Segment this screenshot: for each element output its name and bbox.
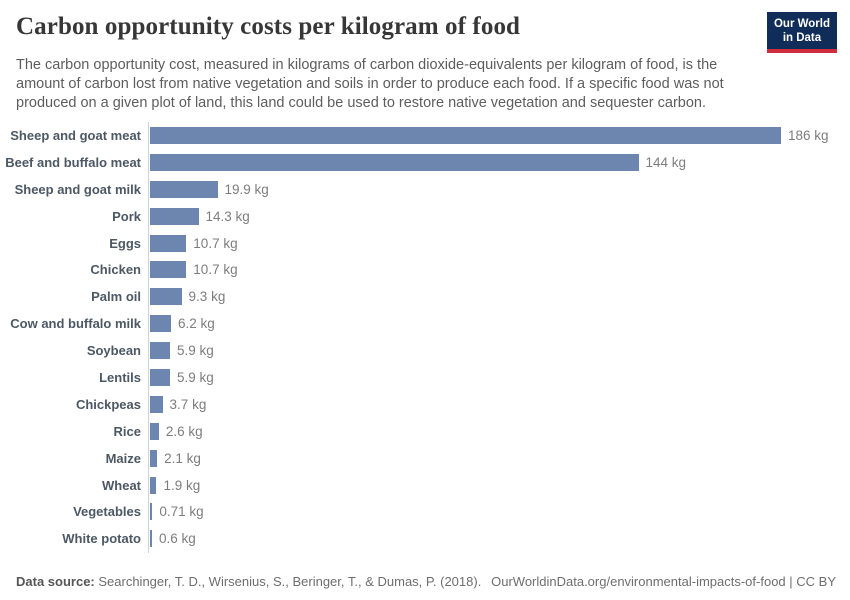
bar — [150, 315, 172, 333]
category-label: Palm oil — [91, 289, 141, 305]
bar-track: 9.3 kg — [150, 288, 850, 306]
value-label: 0.71 kg — [159, 504, 204, 520]
value-label: 19.9 kg — [224, 181, 269, 197]
bar-row: White potato 0.6 kg — [0, 525, 850, 552]
bar-track: 144 kg — [150, 153, 850, 171]
bar-track: 3.7 kg — [150, 395, 850, 413]
bar-row: Soybean 5.9 kg — [0, 337, 850, 364]
bar-row: Cow and buffalo milk 6.2 kg — [0, 310, 850, 337]
bar-track: 5.9 kg — [150, 368, 850, 386]
category-label: Pork — [112, 208, 141, 224]
value-label: 5.9 kg — [177, 369, 214, 385]
bar — [150, 395, 163, 413]
attribution-link[interactable]: OurWorldinData.org/environmental-impacts… — [491, 574, 836, 589]
category-label: Chickpeas — [75, 396, 141, 412]
value-label: 9.3 kg — [188, 289, 226, 305]
chart-footer: Data source: Searchinger, T. D., Wirseni… — [16, 574, 836, 589]
owid-logo[interactable]: Our World in Data — [766, 12, 837, 54]
value-label: 6.2 kg — [178, 316, 215, 332]
bar — [150, 342, 171, 360]
bar-track: 186 kg — [150, 126, 850, 144]
category-label: Vegetables — [73, 504, 141, 520]
value-label: 0.6 kg — [159, 531, 196, 547]
bar — [150, 153, 639, 171]
bar — [150, 530, 153, 548]
category-label: Lentils — [99, 369, 141, 385]
bar — [150, 422, 159, 440]
bar-track: 10.7 kg — [150, 234, 850, 252]
chart-subtitle: The carbon opportunity cost, measured in… — [16, 57, 724, 111]
bar — [150, 449, 158, 467]
data-source-text: Searchinger, T. D., Wirsenius, S., Berin… — [94, 574, 482, 589]
bar-row: Maize 2.1 kg — [0, 445, 850, 472]
data-source-label: Data source: — [16, 574, 95, 589]
bar — [150, 476, 157, 494]
bar-track: 0.71 kg — [150, 503, 850, 521]
data-source: Data source: Searchinger, T. D., Wirseni… — [16, 574, 481, 589]
category-label: Soybean — [86, 343, 141, 359]
y-axis-line — [148, 122, 149, 553]
category-label: Eggs — [109, 235, 141, 251]
bar-track: 14.3 kg — [150, 207, 850, 225]
category-label: Chicken — [90, 262, 141, 278]
bar — [150, 207, 199, 225]
bar-row: Chickpeas 3.7 kg — [0, 391, 850, 418]
category-label: Rice — [113, 423, 141, 439]
bar-row: Beef and buffalo meat 144 kg — [0, 149, 850, 176]
owid-logo-line2: in Data — [782, 31, 822, 44]
bar-track: 0.6 kg — [150, 530, 850, 548]
bar — [150, 288, 182, 306]
bar-row: Palm oil 9.3 kg — [0, 283, 850, 310]
bar-track: 19.9 kg — [150, 180, 850, 198]
owid-logo-line1: Our World — [773, 18, 830, 30]
bar — [150, 261, 187, 279]
bar-track: 6.2 kg — [150, 315, 850, 333]
bar-row: Vegetables 0.71 kg — [0, 498, 850, 525]
category-label: Sheep and goat meat — [10, 127, 141, 143]
value-label: 5.9 kg — [177, 343, 214, 359]
bar — [150, 368, 171, 386]
value-label: 2.6 kg — [165, 423, 203, 439]
chart-title: Carbon opportunity costs per kilogram of… — [16, 13, 521, 40]
category-label: Sheep and goat milk — [14, 181, 141, 197]
bar-track: 2.1 kg — [150, 449, 850, 467]
bar-track: 10.7 kg — [150, 261, 850, 279]
value-label: 1.9 kg — [163, 477, 201, 493]
category-label: Wheat — [102, 477, 141, 493]
bar-row: Rice 2.6 kg — [0, 418, 850, 445]
category-label: Cow and buffalo milk — [10, 316, 141, 332]
bar-row: Lentils 5.9 kg — [0, 364, 850, 391]
bar — [150, 180, 218, 198]
value-label: 2.1 kg — [164, 450, 201, 466]
bar-row: Eggs 10.7 kg — [0, 230, 850, 257]
category-label: Maize — [105, 450, 141, 466]
bar-row: Wheat 1.9 kg — [0, 472, 850, 499]
value-label: 10.7 kg — [193, 235, 238, 251]
bar-row: Sheep and goat milk 19.9 kg — [0, 176, 850, 203]
category-label: Beef and buffalo meat — [5, 154, 141, 170]
value-label: 3.7 kg — [169, 396, 207, 412]
bar-chart-plot: Sheep and goat meat 186 kg Beef and buffal… — [0, 122, 850, 552]
bar — [150, 126, 781, 144]
bar-row: Pork 14.3 kg — [0, 203, 850, 230]
bar-row: Chicken 10.7 kg — [0, 256, 850, 283]
category-label: White potato — [62, 531, 141, 547]
value-label: 14.3 kg — [205, 208, 250, 224]
value-label: 10.7 kg — [193, 262, 238, 278]
bar-track: 1.9 kg — [150, 476, 850, 494]
bar-row: Sheep and goat meat 186 kg — [0, 122, 850, 149]
bar — [150, 503, 153, 521]
bar-track: 5.9 kg — [150, 342, 850, 360]
bar-track: 2.6 kg — [150, 422, 850, 440]
bar — [150, 234, 187, 252]
value-label: 144 kg — [645, 154, 687, 170]
value-label: 186 kg — [788, 127, 829, 143]
